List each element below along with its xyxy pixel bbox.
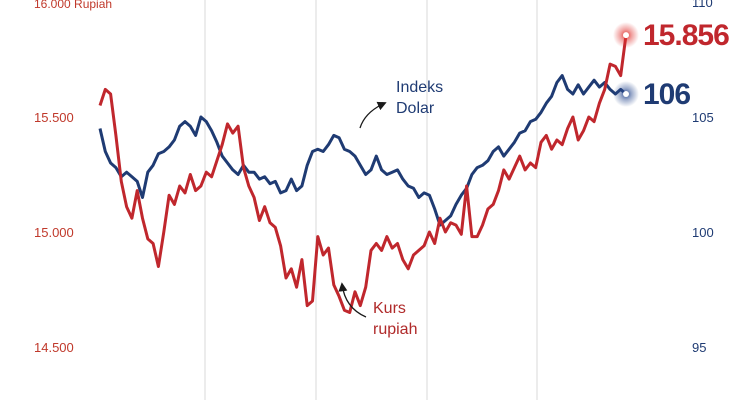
left-axis-unit-label: 16.000 Rupiah [34,0,112,11]
vertical-gridlines [204,0,538,400]
dollar-index-line [98,74,627,227]
right-tick-105: 105 [692,110,714,125]
right-tick-100: 100 [692,225,714,240]
left-tick-15500: 15.500 [34,110,74,125]
rupiah-line [98,34,628,314]
dollar-annotation-arrow [359,101,387,129]
annotation-rupiah-line1: Kurs [373,300,406,317]
right-tick-95: 95 [692,340,706,355]
annotation-rupiah-line2: rupiah [373,321,417,338]
rupiah-end-label: 15.856 [643,19,729,52]
dollar-end-label: 106 [643,78,690,111]
annotation-dollar-line2: Dolar [396,100,435,117]
rupiah-annotation-arrow [338,282,367,318]
rupiah-end-point [623,32,629,39]
dollar-end-point [623,91,629,97]
left-tick-15000: 15.000 [34,225,74,240]
annotation-dollar-line1: Indeks [396,79,443,96]
left-tick-14500: 14.500 [34,340,74,355]
right-tick-110: 110 [692,0,713,10]
